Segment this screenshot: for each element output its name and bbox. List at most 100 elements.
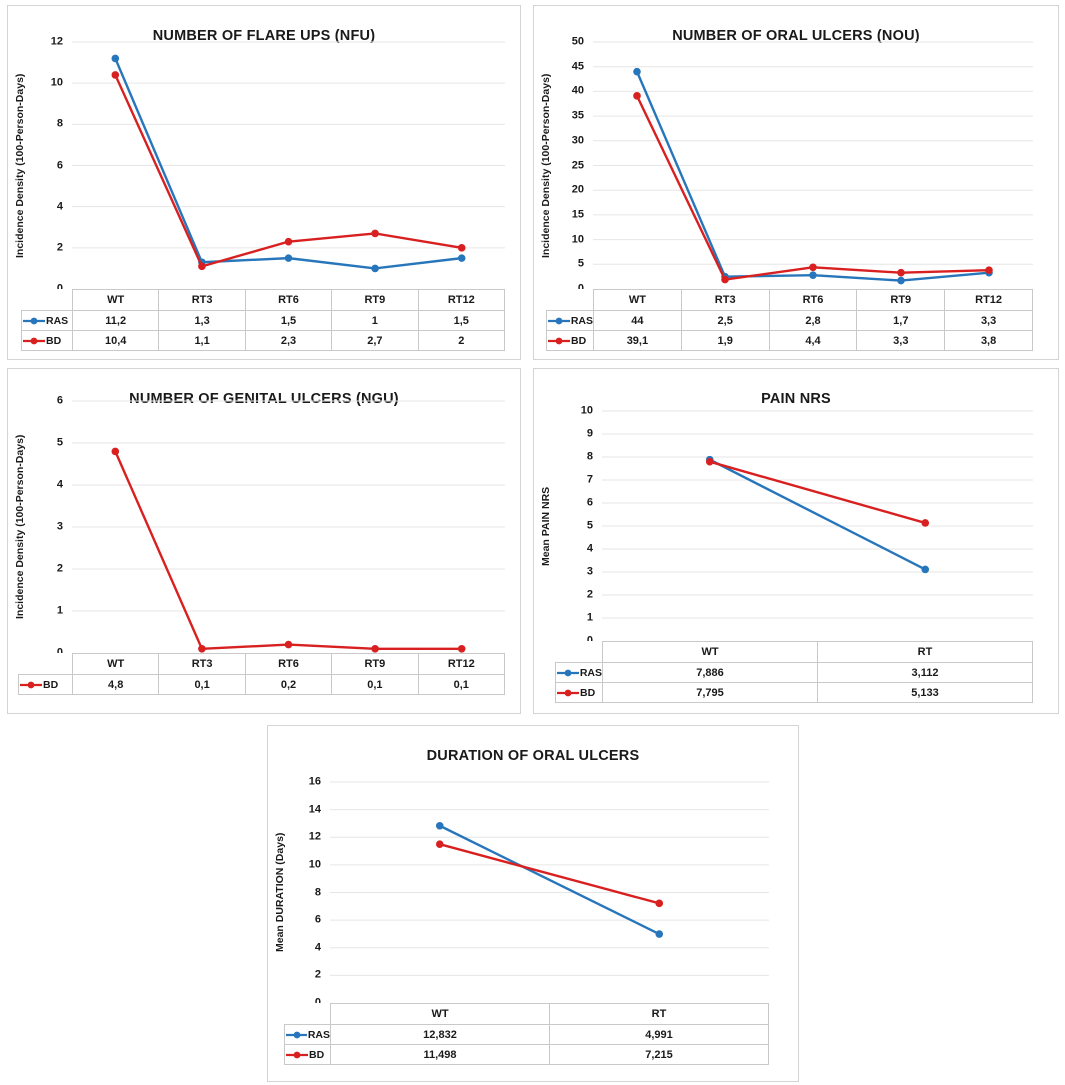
value-cell: 1,5 [417, 310, 506, 331]
category-header: RT9 [331, 289, 419, 311]
value-cell: 2,8 [768, 310, 858, 331]
series-ras [633, 67, 993, 285]
value-cell: 1,1 [158, 330, 246, 351]
table-header-row: WT RT3 RT6 RT9 RT12 [22, 289, 506, 311]
series-name-label: BD [43, 678, 59, 691]
chart-panel-duration: DURATION OF ORAL ULCERS Mean DURATION (Da… [267, 725, 799, 1082]
table-corner-cell [556, 642, 603, 663]
y-tick-label: 6 [314, 913, 321, 926]
category-header: RT [817, 641, 1033, 663]
data-table: WT RT3 RT6 RT9 RT12 RAS 44 2,5 2,8 1,7 3,3 BD 39,1 1,… [546, 289, 1033, 351]
data-point-ras-wt [111, 54, 120, 63]
legend-key-icon-bd [23, 337, 45, 344]
data-point-bd-wt [435, 840, 444, 848]
value-cell: 4,4 [768, 330, 858, 351]
table-row-ras: RAS 12,832 4,991 [284, 1024, 769, 1045]
value-cell: 12,832 [330, 1024, 550, 1045]
value-cell: 2,3 [244, 330, 333, 351]
y-tick-label: 40 [571, 84, 584, 97]
plot-area [602, 410, 1033, 619]
gridlines [72, 400, 505, 612]
y-tick-label: 12 [308, 830, 321, 843]
series-name-label: RAS [307, 1028, 330, 1041]
chart-title: PAIN NRS [761, 391, 831, 408]
data-point-ras-rt9 [371, 264, 379, 273]
plot-area [330, 781, 769, 976]
data-point-bd-wt [111, 447, 120, 456]
y-tick-label: 1 [56, 604, 63, 617]
series-name-label: BD [580, 686, 596, 699]
value-cell: 3,3 [944, 310, 1033, 331]
legend-key-icon-bd [548, 337, 570, 344]
value-cell: 1,7 [856, 310, 946, 331]
y-tick-label: 5 [586, 519, 593, 532]
legend-key-icon-ras [286, 1031, 307, 1038]
data-point-bd-wt [633, 92, 641, 100]
category-header: WT [593, 289, 682, 311]
chart-title: NUMBER OF FLARE UPS (NFU) [152, 28, 376, 45]
y-tick-label: 8 [314, 886, 321, 898]
y-tick-label: 6 [56, 159, 63, 171]
chart-title: NUMBER OF GENITAL ULCERS (NGU) [129, 391, 399, 408]
gridlines [330, 781, 769, 976]
legend-cell-ras: RAS [555, 662, 603, 683]
value-cell: 2,7 [331, 330, 419, 351]
y-tick-label: 15 [571, 208, 584, 221]
y-tick-label: 6 [586, 496, 593, 509]
y-tick-label: 0 [534, 635, 593, 647]
value-cell: 1,5 [244, 310, 333, 331]
series-name-label: RAS [46, 314, 69, 327]
y-tick-label: 7 [586, 473, 593, 486]
value-cell: 2,5 [680, 310, 770, 331]
y-tick-label: 5 [56, 436, 63, 449]
series-bd [705, 457, 930, 527]
value-cell: 5,133 [817, 682, 1033, 703]
y-tick-label: 0 [8, 647, 63, 659]
data-point-bd-rt3 [721, 275, 729, 284]
legend-cell-bd: BD [18, 674, 73, 695]
legend-cell-bd: BD [555, 682, 603, 703]
data-table: WT RT RAS 7,886 3,112 BD 7,795 5,133 [555, 641, 1033, 703]
series-line-bd [438, 842, 661, 905]
data-point-bd-rt [921, 519, 930, 527]
data-point-ras-rt9 [897, 276, 905, 285]
category-header: WT [71, 289, 160, 311]
data-point-ras-rt [921, 565, 930, 574]
table-corner-cell [547, 290, 594, 311]
category-header: RT3 [158, 653, 246, 675]
data-table: WT RT RAS 12,832 4,991 BD 11,498 7,215 [284, 1003, 769, 1065]
series-name-label: RAS [579, 666, 602, 679]
data-point-bd-rt6 [284, 640, 293, 649]
category-header: RT12 [944, 289, 1033, 311]
data-point-bd-wt [111, 71, 120, 79]
category-header: RT12 [417, 289, 506, 311]
category-header: RT6 [244, 653, 333, 675]
value-cell: 1,9 [680, 330, 770, 351]
series-bd [435, 840, 664, 908]
category-header: RT6 [768, 289, 858, 311]
category-header: RT [549, 1003, 769, 1025]
y-tick-label: 12 [50, 35, 63, 48]
table-row-bd: BD 4,8 0,1 0,2 0,1 0,1 [18, 674, 506, 695]
value-cell: 10,4 [71, 330, 160, 351]
y-tick-label: 45 [571, 60, 584, 73]
series-line-bd [114, 450, 463, 651]
series-line-ras [635, 70, 991, 282]
category-header: RT3 [158, 289, 246, 311]
table-row-bd: BD 7,795 5,133 [555, 682, 1033, 703]
y-tick-label: 0 [268, 997, 321, 1009]
category-header: WT [71, 653, 160, 675]
y-tick-label: 10 [308, 858, 321, 871]
category-header: RT9 [856, 289, 946, 311]
series-bd [111, 71, 466, 271]
y-tick-label: 10 [50, 76, 63, 89]
y-tick-label: 3 [586, 565, 593, 578]
chart-panel-nou: NUMBER OF ORAL ULCERS (NOU) Incidence Den… [533, 5, 1059, 360]
value-cell: 0,1 [417, 674, 506, 695]
data-point-bd-rt9 [371, 229, 379, 238]
value-cell: 4,8 [71, 674, 160, 695]
y-tick-label: 4 [56, 478, 63, 491]
value-cell: 0,1 [331, 674, 419, 695]
category-header: WT [330, 1003, 550, 1025]
